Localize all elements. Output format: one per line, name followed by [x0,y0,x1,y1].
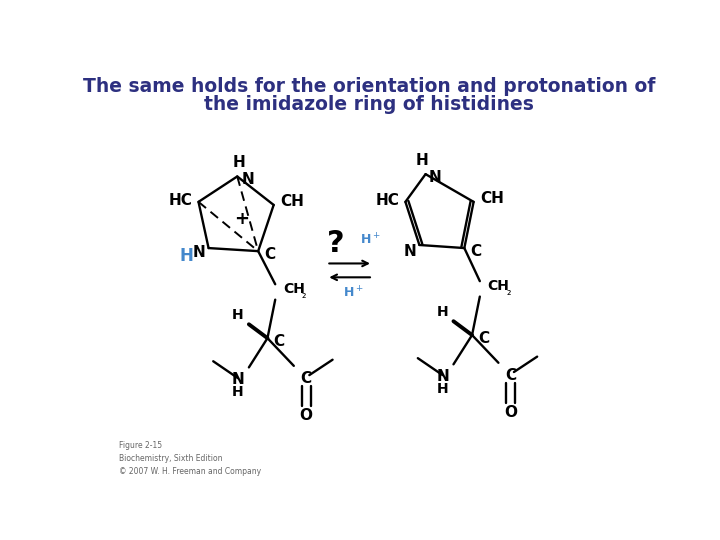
Text: Figure 2-15
Biochemistry, Sixth Edition
© 2007 W. H. Freeman and Company: Figure 2-15 Biochemistry, Sixth Edition … [120,441,261,476]
Text: ?: ? [327,229,344,258]
Text: C: C [301,370,312,386]
Text: H$^+$: H$^+$ [343,285,364,300]
Text: H: H [233,308,244,322]
Text: ₂: ₂ [302,290,306,300]
Text: H$^+$: H$^+$ [361,233,381,248]
Text: HC: HC [375,193,399,208]
Text: HC: HC [168,193,192,208]
Text: the imidazole ring of histidines: the imidazole ring of histidines [204,96,534,114]
Text: N: N [242,172,255,187]
Text: C: C [274,334,285,349]
Text: N: N [403,244,416,259]
Text: O: O [300,408,312,423]
Text: H: H [437,305,449,319]
Text: CH: CH [480,191,504,206]
Text: N: N [232,372,244,387]
Text: H: H [416,153,429,168]
Text: H: H [180,247,194,265]
Text: CH: CH [283,282,305,296]
Text: N: N [436,369,449,384]
Text: N: N [193,245,205,260]
Text: +: + [233,210,248,228]
Text: C: C [264,247,276,262]
Text: N: N [428,170,441,185]
Text: C: C [471,244,482,259]
Text: CH: CH [280,194,304,210]
Text: The same holds for the orientation and protonation of: The same holds for the orientation and p… [83,77,655,96]
Text: C: C [478,330,490,346]
Text: CH: CH [487,279,510,293]
Text: ₂: ₂ [506,287,510,297]
Text: O: O [504,404,518,420]
Text: H: H [437,382,449,396]
Text: C: C [505,368,516,383]
Text: H: H [233,155,246,170]
Text: H: H [233,385,244,399]
